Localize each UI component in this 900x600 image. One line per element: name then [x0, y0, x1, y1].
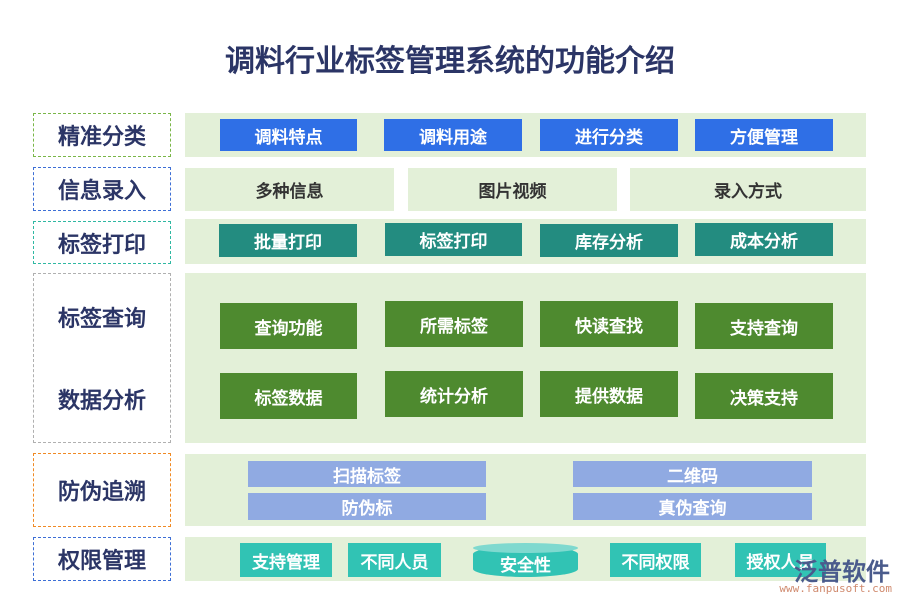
item-box: 提供数据	[540, 371, 678, 417]
item-box: 所需标签	[385, 301, 523, 347]
item-box: 二维码	[573, 461, 812, 487]
row-label-trace: 防伪追溯	[33, 453, 171, 527]
item-box: 调料特点	[220, 119, 357, 151]
item-box: 支持管理	[240, 543, 332, 577]
item-box: 统计分析	[385, 371, 523, 417]
item-box: 标签数据	[220, 373, 357, 419]
item-box: 库存分析	[540, 224, 678, 257]
item-box: 授权人员	[735, 543, 826, 577]
page-title: 调料行业标签管理系统的功能介绍	[225, 44, 675, 79]
row-label-query: 标签查询	[57, 306, 146, 332]
row-label-query-analysis	[33, 273, 171, 443]
item-box: 支持查询	[695, 303, 833, 349]
item-box: 查询功能	[220, 303, 357, 349]
item-box: 快读查找	[540, 301, 678, 347]
item-box: 扫描标签	[248, 461, 486, 487]
item-box: 进行分类	[540, 119, 678, 151]
watermark-url: www.fanpusoft.com	[779, 582, 892, 595]
item-box: 标签打印	[385, 223, 522, 256]
item-box: 真伪查询	[573, 493, 812, 520]
item-box: 多种信息	[185, 168, 394, 211]
item-box: 图片视频	[408, 168, 617, 211]
row-label-classify: 精准分类	[33, 113, 171, 157]
item-box: 决策支持	[695, 373, 833, 419]
cylinder-top	[473, 543, 578, 553]
watermark-logo: 泛普软件	[794, 558, 890, 586]
item-box: 防伪标	[248, 493, 486, 520]
item-box: 调料用途	[384, 119, 522, 151]
row-label-analysis: 数据分析	[57, 388, 146, 414]
item-box: 批量打印	[219, 224, 357, 257]
row-label-print: 标签打印	[33, 221, 171, 264]
item-box: 录入方式	[630, 168, 866, 211]
item-box: 成本分析	[695, 223, 833, 256]
item-box: 不同权限	[610, 543, 701, 577]
item-box: 不同人员	[348, 543, 441, 577]
item-box: 安全性	[500, 555, 551, 576]
row-label-entry: 信息录入	[33, 167, 171, 211]
item-box: 方便管理	[695, 119, 833, 151]
row-label-permission: 权限管理	[33, 537, 171, 581]
